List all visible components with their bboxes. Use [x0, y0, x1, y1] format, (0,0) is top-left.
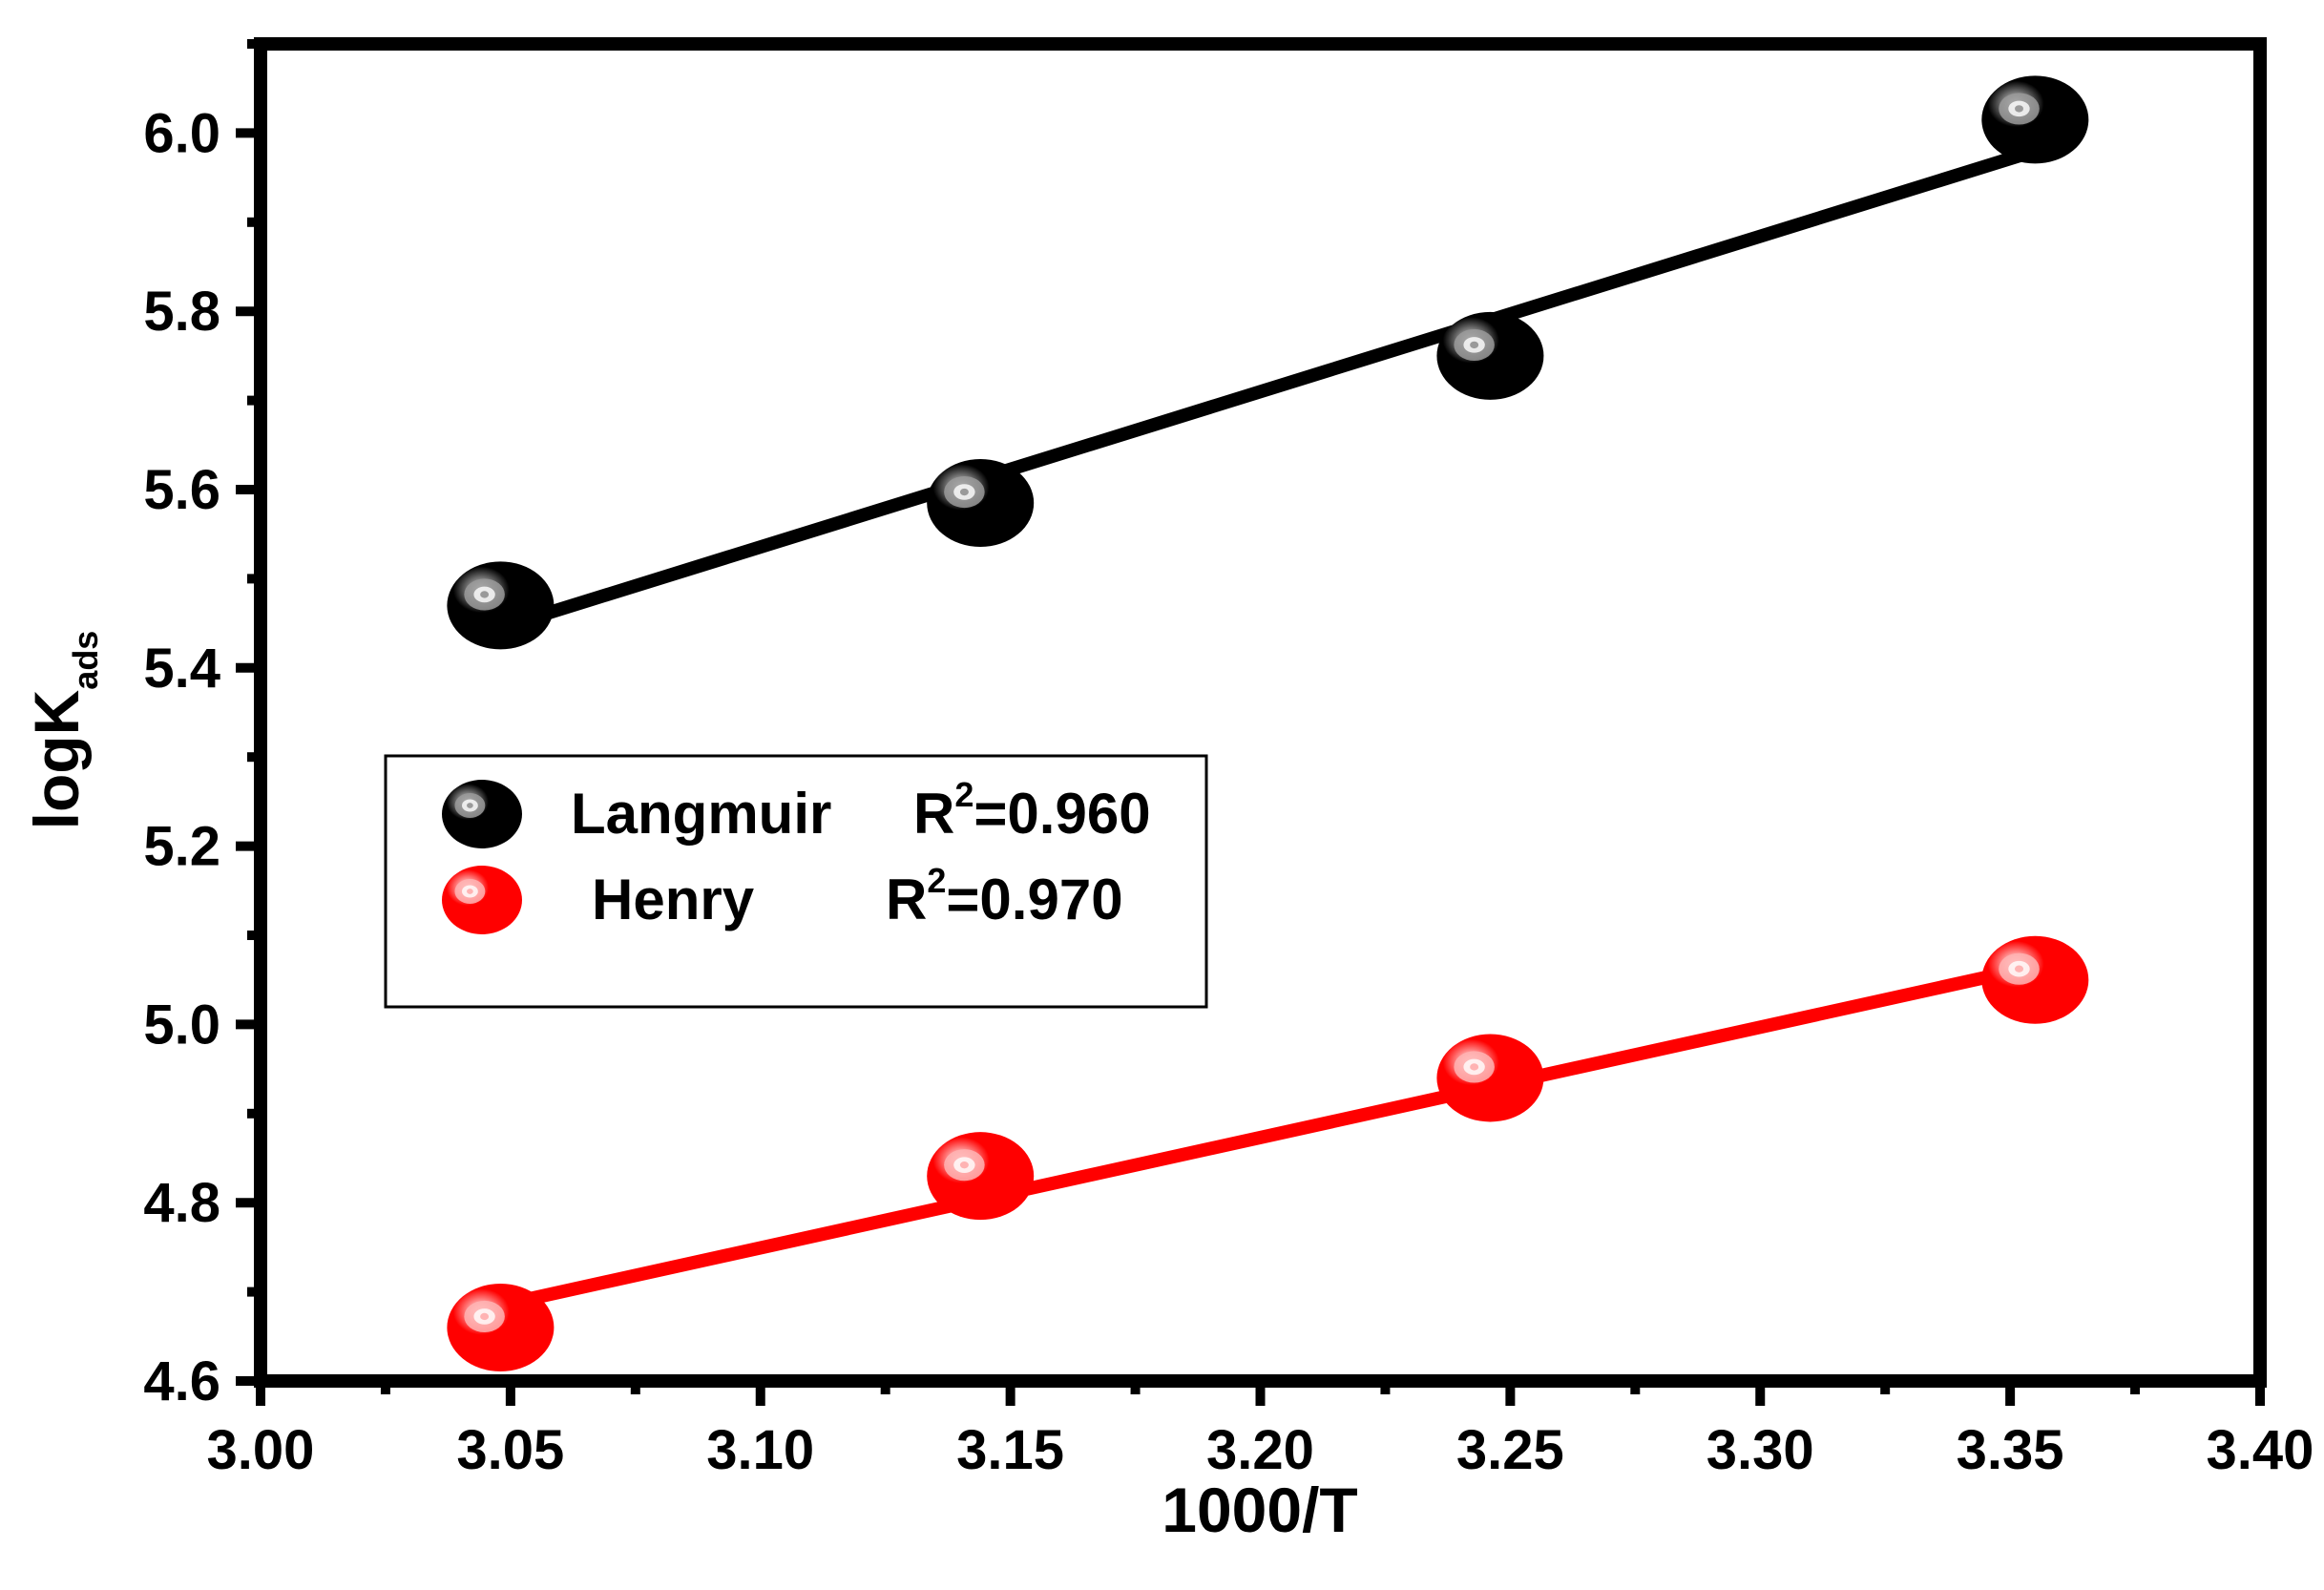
data-point-henry	[1981, 935, 2089, 1024]
data-point-langmuir	[1981, 75, 2089, 164]
legend-marker-dot	[442, 866, 522, 934]
y-axis-title: logKads	[21, 631, 105, 830]
y-tick-label: 5.0	[143, 994, 220, 1056]
y-tick-label: 5.2	[143, 816, 220, 878]
legend: Langmuir R2=0.960 Henry R2=0.970	[384, 754, 1208, 1009]
y-tick-label: 5.8	[143, 281, 220, 343]
data-points	[447, 75, 2089, 1371]
legend-marker-langmuir	[442, 780, 522, 848]
x-tick-label: 3.20	[1206, 1419, 1314, 1481]
data-point-henry	[447, 1283, 555, 1371]
data-point-henry	[927, 1132, 1035, 1221]
data-point-langmuir	[927, 459, 1035, 548]
plot-frame	[254, 37, 2267, 1388]
legend-label-henry: Henry	[592, 868, 755, 931]
x-tick-label: 3.30	[1706, 1419, 1814, 1481]
x-tick-label: 3.00	[207, 1419, 315, 1481]
x-tick-label: 3.10	[706, 1419, 814, 1481]
legend-marker-dot	[442, 780, 522, 848]
x-tick-label: 3.15	[956, 1419, 1064, 1481]
x-tick-label: 3.25	[1456, 1419, 1564, 1481]
x-tick-label: 3.40	[2207, 1419, 2314, 1481]
data-point-langmuir	[447, 561, 555, 650]
x-axis-title: 1000/T	[1162, 1475, 1357, 1545]
axis-ticks	[236, 39, 2265, 1406]
fit-line-langmuir	[493, 144, 2042, 635]
legend-box	[384, 754, 1208, 1009]
y-tick-label: 5.6	[143, 459, 220, 521]
legend-label-langmuir: Langmuir	[571, 782, 831, 846]
data-point-langmuir	[1436, 311, 1544, 400]
legend-marker-henry	[442, 866, 522, 934]
y-tick-label: 5.4	[143, 638, 220, 700]
tick-labels: 3.00 3.05 3.10 3.15 3.20 3.25 3.30 3.35 3.40 4.6 4…	[143, 102, 2314, 1481]
y-tick-label: 6.0	[143, 102, 220, 164]
x-tick-label: 3.35	[1957, 1419, 2064, 1481]
legend-r2-henry: R2=0.970	[886, 861, 1123, 931]
y-tick-label: 4.6	[143, 1350, 220, 1412]
y-tick-label: 4.8	[143, 1172, 220, 1234]
fit-lines	[493, 144, 2042, 1312]
fit-line-henry	[493, 959, 2042, 1312]
data-point-henry	[1436, 1034, 1544, 1122]
legend-r2-langmuir: R2=0.960	[913, 775, 1151, 846]
x-tick-label: 3.05	[456, 1419, 564, 1481]
